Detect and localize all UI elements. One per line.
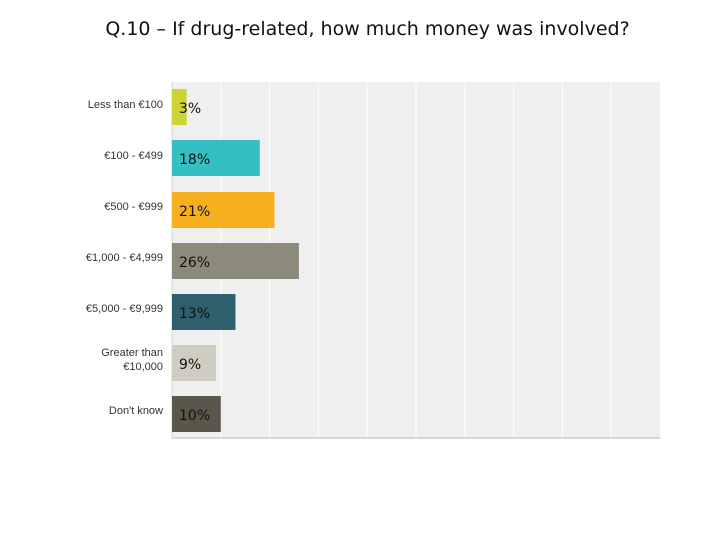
category-label: €100 - €499 [104, 150, 163, 162]
data-label: 13% [179, 306, 210, 322]
data-label: 10% [179, 408, 210, 424]
bar [172, 89, 187, 125]
bar [172, 345, 216, 381]
bar [172, 140, 260, 176]
chart-title: Q.10 – If drug-related, how much money w… [105, 18, 630, 40]
bar [172, 396, 221, 432]
data-label: 9% [179, 357, 201, 373]
category-label: €500 - €999 [104, 201, 163, 213]
data-label: 21% [179, 204, 210, 220]
bar [172, 243, 299, 279]
category-label: Don't know [109, 405, 163, 417]
data-label: 3% [179, 101, 201, 117]
bar [172, 294, 236, 330]
category-label: Less than €100 [88, 99, 163, 111]
bar [172, 192, 275, 228]
category-label: €5,000 - €9,999 [86, 303, 163, 315]
data-label: 18% [179, 152, 210, 168]
data-label: 26% [179, 255, 210, 271]
category-label: €1,000 - €4,999 [86, 252, 163, 264]
category-label: Greater than €10,000 [101, 347, 163, 373]
